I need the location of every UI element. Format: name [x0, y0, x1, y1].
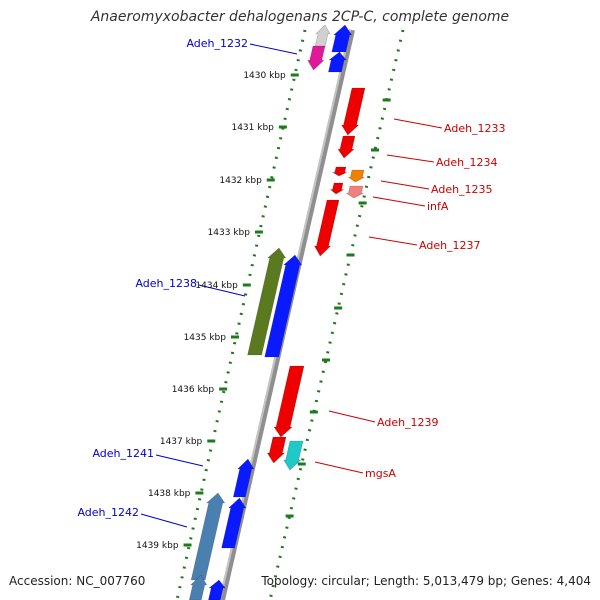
gene-arrow — [329, 182, 345, 195]
labels: 1430 kbp 1431 kbp 1432 kbp 1433 kbp 1434 kbp… — [77, 37, 505, 551]
gene-arrow-adeh-1234 — [337, 135, 356, 159]
kbp-label: 1436 kbp — [172, 385, 215, 395]
gene-arrow-adeh-1241 — [232, 458, 255, 498]
gene-arrow — [345, 185, 364, 199]
gene-label-adeh-1233-leader — [393, 118, 443, 129]
gene-label-adeh-1232-leader — [249, 43, 298, 55]
kbp-label: 1431 kbp — [231, 123, 274, 133]
gene-arrow-infa — [347, 169, 365, 183]
gene-label-adeh-1242: Adeh_1242 — [77, 506, 139, 519]
gene-arrow — [208, 579, 226, 600]
gene-arrow-adeh-1232 — [314, 24, 331, 48]
gene-arrow-mgsa — [283, 440, 304, 471]
gene-label-adeh-1241-leader — [155, 454, 204, 467]
gene-label-mgsa: mgsA — [365, 467, 396, 480]
gene-label-adeh-1237-leader — [368, 236, 418, 246]
gene-arrow-adeh-1242 — [190, 492, 226, 581]
gene-label-adeh-1238: Adeh_1238 — [135, 277, 197, 290]
gene-label-adeh-1239-leader — [328, 410, 376, 423]
gene-arrow — [188, 574, 208, 600]
accession-text: Accession: NC_007760 — [9, 574, 146, 588]
gene-arrow — [264, 254, 303, 358]
tick-marks — [175, 29, 405, 600]
gene-arrow — [328, 51, 347, 73]
gene-label-adeh-1235: Adeh_1235 — [431, 183, 493, 196]
gene-label-mgsa-leader — [314, 461, 364, 474]
gene-arrow-adeh-1239 — [273, 365, 305, 438]
genome-summary-text: Topology: circular; Length: 5,013,479 bp… — [261, 574, 591, 588]
gene-label-adeh-1242-leader — [140, 513, 188, 528]
gene-arrow-adeh-1237 — [313, 199, 340, 257]
gene-label-adeh-1235-leader — [380, 180, 430, 190]
gene-arrow-adeh-1238 — [247, 247, 287, 356]
kbp-label: 1438 kbp — [148, 489, 191, 499]
gene-label-adeh-1238-leader — [198, 284, 246, 297]
gene-label-infa-leader — [372, 196, 426, 207]
kbp-label: 1434 kbp — [195, 281, 238, 291]
kbp-label: 1435 kbp — [184, 333, 227, 343]
gene-label-adeh-1232: Adeh_1232 — [186, 37, 248, 50]
gene-label-adeh-1241: Adeh_1241 — [92, 447, 154, 460]
gene-arrow — [331, 24, 353, 53]
kbp-label: 1437 kbp — [160, 437, 203, 447]
gene-label-adeh-1237: Adeh_1237 — [419, 239, 481, 252]
gene-label-infa: infA — [427, 200, 449, 213]
gene-arrow-adeh-1232 — [307, 45, 326, 71]
gene-label-adeh-1234: Adeh_1234 — [436, 156, 498, 169]
label-leaders — [140, 43, 443, 528]
gene-label-adeh-1233: Adeh_1233 — [444, 122, 506, 135]
gene-label-adeh-1239: Adeh_1239 — [377, 416, 439, 429]
kbp-label: 1439 kbp — [136, 541, 179, 551]
kbp-label: 1433 kbp — [208, 228, 251, 238]
gene-features — [188, 24, 366, 600]
map-title: Anaeromyxobacter dehalogenans 2CP-C, com… — [90, 9, 510, 25]
kbp-label: 1432 kbp — [219, 176, 262, 186]
gene-arrow-adeh-1233 — [341, 87, 366, 136]
gene-label-adeh-1234-leader — [386, 154, 435, 163]
gene-arrow — [266, 436, 287, 464]
gene-arrow — [221, 497, 247, 549]
gene-arrow-adeh-1235 — [331, 166, 347, 177]
kbp-label: 1430 kbp — [243, 71, 286, 81]
